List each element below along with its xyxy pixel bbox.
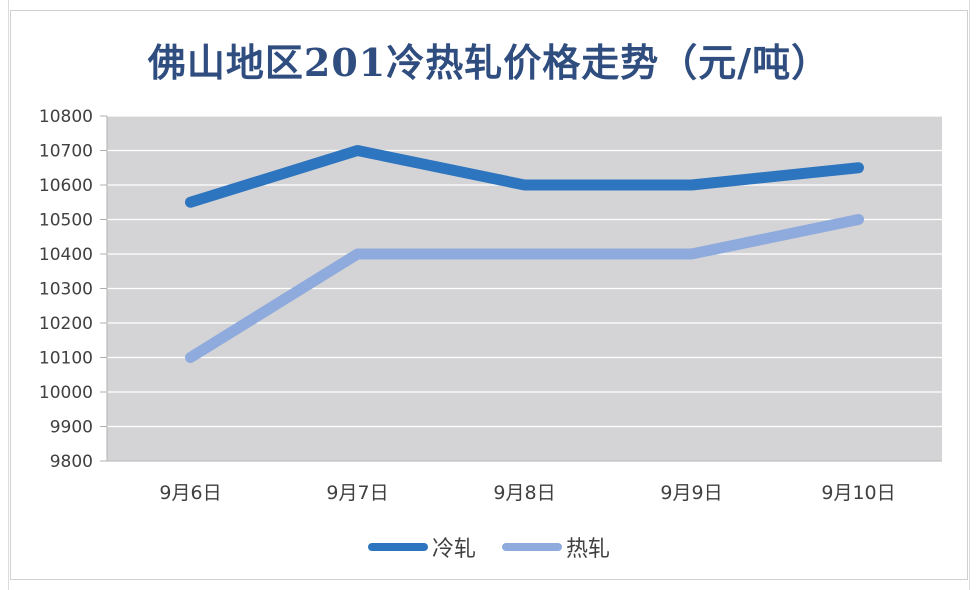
x-tick-label: 9月6日: [159, 482, 221, 504]
y-tick-label: 9800: [50, 452, 93, 472]
x-tick-label: 9月8日: [493, 482, 555, 504]
x-tick-label: 9月9日: [660, 482, 722, 504]
y-tick-label: 10400: [39, 245, 93, 265]
y-tick-label: 10500: [39, 211, 93, 231]
y-tick-label: 10600: [39, 176, 93, 196]
y-tick-label: 10700: [39, 142, 93, 162]
y-tick-label: 10000: [39, 383, 93, 403]
x-tick-label: 9月10日: [821, 482, 895, 504]
y-tick-label: 9900: [50, 418, 93, 438]
legend-swatch-cold: [367, 543, 428, 551]
sheet-gridline: [969, 0, 970, 590]
legend: 冷轧 热轧: [0, 531, 978, 563]
legend-label-cold: 冷轧: [431, 537, 476, 562]
y-tick-label: 10800: [39, 107, 93, 127]
chart-title: 佛山地区201冷热轧价格走势（元/吨）: [147, 40, 831, 85]
legend-swatch-hot: [502, 543, 562, 551]
x-tick-label: 9月7日: [326, 482, 388, 504]
y-tick-label: 10300: [39, 280, 93, 300]
legend-item-hot: 热轧: [502, 531, 610, 563]
legend-label-hot: 热轧: [566, 537, 611, 562]
legend-item-cold: 冷轧: [367, 531, 476, 563]
y-tick-label: 10100: [39, 349, 93, 369]
y-tick-label: 10200: [39, 314, 93, 334]
sheet-gridline: [8, 0, 9, 590]
